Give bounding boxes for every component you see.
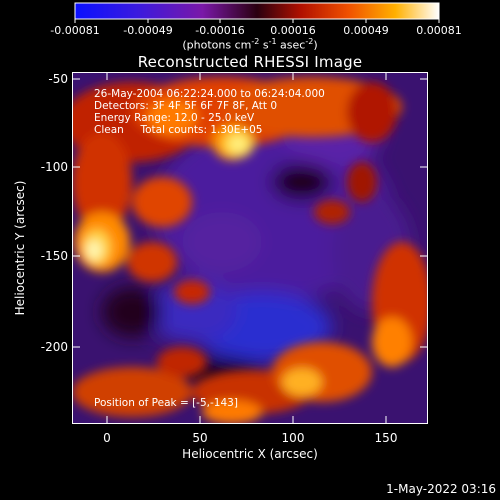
plot-title: Reconstructed RHESSI Image (137, 53, 363, 71)
colorbar-tick-label: 0.00016 (270, 24, 316, 37)
y-tick-label: -150 (40, 249, 68, 263)
x-tick-label: 50 (192, 431, 208, 445)
y-axis-label: Heliocentric Y (arcsec) (13, 180, 27, 316)
colorbar (74, 2, 440, 23)
x-tick-label: 0 (103, 431, 111, 445)
generation-timestamp: 1-May-2022 03:16 (386, 482, 496, 496)
total-counts-label: Clean Total counts: 1.30E+05 (94, 124, 263, 136)
x-tick-label: 100 (281, 431, 305, 445)
colorbar-unit-label: (photons cm-2 s-1 asec-2) (182, 37, 318, 52)
peak-position-label: Position of Peak = [-5,-143] (94, 397, 238, 409)
x-axis-label: Heliocentric X (arcsec) (182, 447, 318, 461)
colorbar-tick-label: -0.00049 (123, 24, 173, 37)
rhessi-image-svg (72, 72, 428, 424)
colorbar-tick-label: -0.00081 (50, 24, 100, 37)
y-tick-label: -100 (40, 160, 68, 174)
rhessi-image (72, 72, 428, 424)
detectors-label: Detectors: 3F 4F 5F 6F 7F 8F, Att 0 (94, 100, 278, 112)
energy-range-label: Energy Range: 12.0 - 25.0 keV (94, 112, 255, 124)
time-range-label: 26-May-2004 06:22:24.000 to 06:24:04.000 (94, 88, 325, 100)
colorbar-tick-label: 0.00049 (343, 24, 389, 37)
x-tick-label: 150 (374, 431, 398, 445)
colorbar-tick-label: 0.00081 (416, 24, 462, 37)
colorbar-tick-label: -0.00016 (195, 24, 245, 37)
colorbar-gradient (74, 2, 440, 20)
y-tick-label: -50 (48, 72, 68, 86)
y-tick-label: -200 (40, 340, 68, 354)
